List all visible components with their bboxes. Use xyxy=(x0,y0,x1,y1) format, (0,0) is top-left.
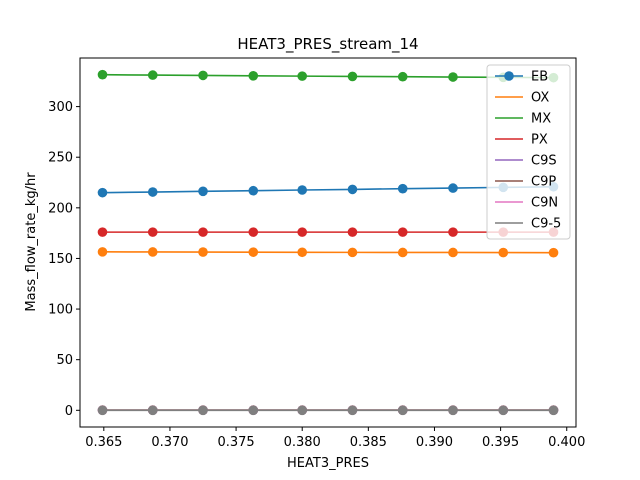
legend-item-ox: OX xyxy=(495,91,549,106)
chart-title: HEAT3_PRES_stream_14 xyxy=(237,35,418,54)
legend-label: C9S xyxy=(531,154,557,169)
data-point xyxy=(397,227,408,237)
data-point xyxy=(97,247,108,257)
data-point xyxy=(248,185,259,196)
legend-label: PX xyxy=(531,133,548,148)
data-point xyxy=(248,71,259,81)
x-tick-label: 0.380 xyxy=(284,435,321,450)
data-point xyxy=(498,405,509,416)
data-point xyxy=(498,247,509,258)
data-point xyxy=(448,72,458,82)
data-point xyxy=(347,247,358,258)
data-point xyxy=(347,184,358,195)
data-point xyxy=(248,227,259,237)
data-point xyxy=(297,227,308,237)
y-tick-label: 50 xyxy=(56,353,73,368)
data-point xyxy=(248,405,259,416)
legend-item-c9s: C9S xyxy=(495,154,557,169)
legend-label: EB xyxy=(531,70,548,85)
y-tick-label: 0 xyxy=(65,404,73,419)
legend-swatch-marker xyxy=(504,71,514,81)
data-point xyxy=(297,71,308,81)
data-point xyxy=(397,183,408,194)
x-tick-label: 0.390 xyxy=(416,435,453,450)
legend-label: C9-5 xyxy=(531,217,561,232)
x-tick-label: 0.365 xyxy=(85,435,122,450)
x-tick-label: 0.375 xyxy=(217,435,254,450)
data-point xyxy=(397,247,408,258)
data-point xyxy=(397,71,408,82)
data-point xyxy=(198,247,208,257)
data-point xyxy=(548,405,559,416)
data-point xyxy=(198,70,208,81)
legend-label: C9N xyxy=(531,196,558,211)
x-axis-label: HEAT3_PRES xyxy=(287,456,369,471)
y-axis-label: Mass_flow_rate_kg/hr xyxy=(24,172,39,312)
data-point xyxy=(97,227,108,237)
data-point xyxy=(147,247,158,257)
data-point xyxy=(347,405,358,416)
x-tick-label: 0.385 xyxy=(350,435,387,450)
data-point xyxy=(448,247,458,258)
x-tick-label: 0.370 xyxy=(151,435,188,450)
series-c9-5 xyxy=(97,405,559,416)
data-point xyxy=(97,405,108,416)
data-point xyxy=(147,70,158,80)
data-point xyxy=(198,405,208,416)
series-line xyxy=(102,251,554,254)
legend-item-px: PX xyxy=(495,133,548,148)
data-point xyxy=(147,187,158,197)
data-point xyxy=(297,185,308,195)
y-tick-label: 100 xyxy=(48,303,73,318)
y-tick-label: 250 xyxy=(48,151,73,166)
plot-frame xyxy=(79,57,577,428)
data-point xyxy=(448,405,458,416)
data-point xyxy=(97,69,108,80)
legend-item-mx: MX xyxy=(495,112,551,127)
legend-label: OX xyxy=(531,91,549,106)
y-tick-label: 150 xyxy=(48,252,73,267)
y-axis: 0 50 100 150 200 250 300 xyxy=(48,100,80,419)
x-axis: 0.365 0.370 0.375 0.380 0.385 0.390 0.395 0.400 xyxy=(85,427,585,450)
legend-label: C9P xyxy=(531,175,556,190)
series-line xyxy=(102,185,554,194)
data-point xyxy=(198,186,208,197)
data-point xyxy=(448,183,458,193)
data-point xyxy=(448,227,458,237)
data-point xyxy=(548,247,559,258)
legend-label: MX xyxy=(531,112,551,127)
data-point xyxy=(147,227,158,237)
legend-box xyxy=(486,64,571,240)
y-tick-label: 300 xyxy=(48,100,73,115)
x-tick-label: 0.400 xyxy=(548,435,585,450)
data-point xyxy=(347,227,358,237)
legend-item-c9p: C9P xyxy=(495,175,556,190)
legend-item-c9-5: C9-5 xyxy=(495,217,561,232)
legend: EB OX MX PX C9S C9P C9N C9-5 xyxy=(486,64,571,240)
legend-item-c9n: C9N xyxy=(495,196,558,211)
data-point xyxy=(297,247,308,258)
y-tick-label: 200 xyxy=(48,201,73,216)
series-line xyxy=(102,73,554,79)
data-point xyxy=(347,71,358,82)
series-layer xyxy=(97,69,559,416)
x-tick-label: 0.395 xyxy=(482,435,519,450)
data-point xyxy=(397,405,408,416)
data-point xyxy=(297,405,308,416)
data-point xyxy=(97,187,108,198)
data-point xyxy=(248,247,259,257)
data-point xyxy=(147,405,158,416)
data-point xyxy=(198,227,208,237)
legend-item-eb: EB xyxy=(495,70,548,85)
series-ox xyxy=(97,247,559,258)
